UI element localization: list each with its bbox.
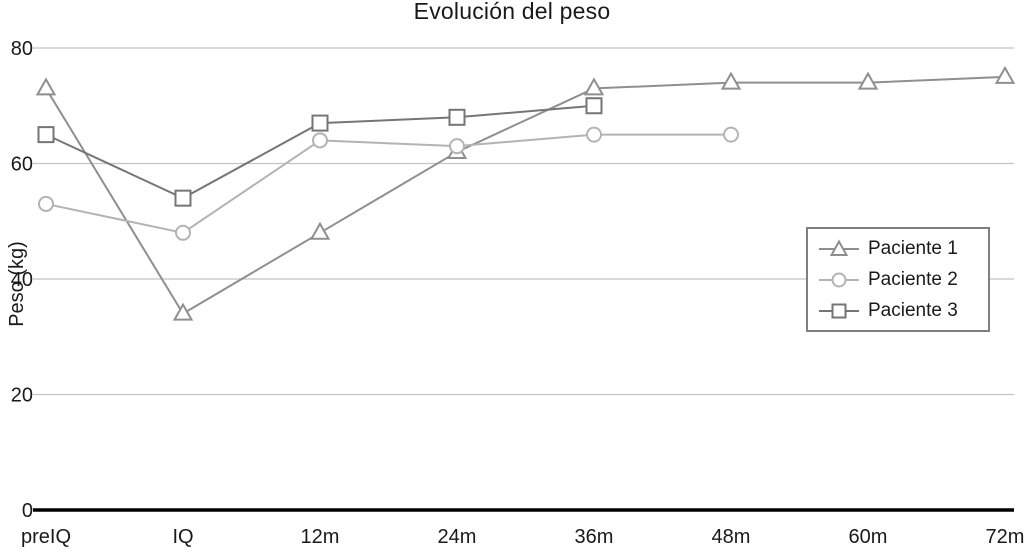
legend-item-paciente-2: Paciente 2 — [818, 264, 978, 295]
legend-item-paciente-3: Paciente 3 — [818, 295, 978, 326]
legend-circle-icon — [819, 272, 859, 287]
marker-paciente-2 — [175, 224, 191, 241]
marker-paciente-3 — [448, 108, 466, 126]
marker-paciente-3 — [37, 126, 55, 144]
x-tick-label-48m: 48m — [712, 526, 751, 548]
y-tick-label-40: 40 — [11, 269, 33, 291]
legend-label-paciente-2: Paciente 2 — [868, 268, 958, 290]
y-tick-label-80: 80 — [11, 38, 33, 60]
legend-label-paciente-1: Paciente 1 — [868, 237, 958, 259]
legend-square-icon — [819, 303, 859, 318]
marker-paciente-1 — [857, 71, 879, 90]
marker-paciente-2 — [449, 138, 465, 155]
x-tick-label-36m: 36m — [575, 526, 614, 548]
series-line-paciente-1 — [45, 75, 1006, 316]
legend-triangle-icon — [819, 238, 859, 256]
legend-marker-slot-triangle — [818, 238, 860, 260]
x-tick-label-IQ: IQ — [172, 526, 193, 548]
x-tick-label-24m: 24m — [438, 526, 477, 548]
x-tick-label-72m: 72m — [986, 526, 1024, 548]
x-tick-label-12m: 12m — [301, 526, 340, 548]
marker-paciente-1 — [309, 221, 331, 240]
marker-paciente-3 — [585, 97, 603, 115]
chart-legend: Paciente 1 Paciente 2 Paciente 3 — [806, 227, 990, 332]
x-tick-label-60m: 60m — [849, 526, 888, 548]
marker-paciente-1 — [172, 302, 194, 321]
marker-paciente-2 — [312, 132, 328, 149]
x-tick-label-preIQ: preIQ — [21, 526, 71, 548]
marker-paciente-2 — [38, 195, 54, 212]
series-line-paciente-2 — [45, 133, 731, 234]
y-tick-label-60: 60 — [11, 154, 33, 176]
marker-paciente-2 — [586, 126, 602, 143]
marker-paciente-1 — [583, 77, 605, 96]
legend-marker-slot-square — [818, 300, 860, 322]
marker-paciente-3 — [311, 114, 329, 132]
marker-paciente-1 — [994, 65, 1016, 84]
marker-paciente-2 — [723, 126, 739, 143]
marker-paciente-1 — [720, 71, 742, 90]
y-axis-label: Peso (kg) — [6, 241, 28, 327]
legend-item-paciente-1: Paciente 1 — [818, 233, 978, 264]
legend-marker-slot-circle — [818, 269, 860, 291]
y-tick-label-0: 0 — [22, 500, 33, 522]
chart-title: Evolución del peso — [413, 0, 611, 24]
y-tick-label-20: 20 — [11, 385, 33, 407]
marker-paciente-1 — [35, 77, 57, 96]
legend-label-paciente-3: Paciente 3 — [868, 299, 958, 321]
marker-paciente-3 — [174, 189, 192, 207]
